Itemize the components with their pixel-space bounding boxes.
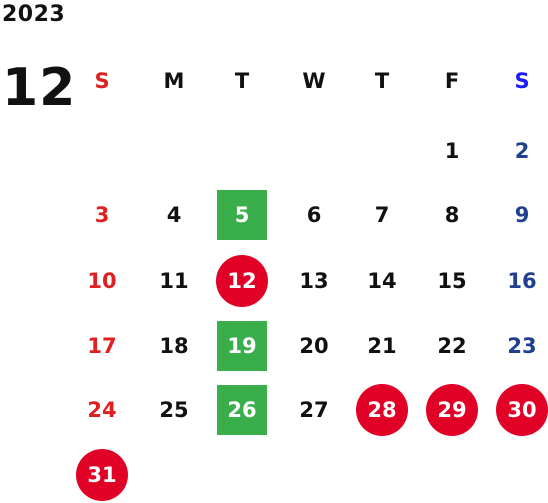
day-cell[interactable]: 6 xyxy=(286,189,342,241)
month-label: 12 xyxy=(2,58,77,118)
day-number: 2 xyxy=(514,139,530,163)
weekday-header-monday: M xyxy=(163,69,185,93)
day-number: 12 xyxy=(227,269,257,293)
day-number: 28 xyxy=(367,398,397,422)
day-cell[interactable]: 15 xyxy=(424,255,480,307)
day-cell[interactable]: 17 xyxy=(74,320,130,372)
day-number: 27 xyxy=(299,398,329,422)
day-number: 20 xyxy=(299,334,329,358)
day-cell[interactable]: 12 xyxy=(214,255,270,307)
day-number: 9 xyxy=(514,203,530,227)
day-number: 30 xyxy=(507,398,537,422)
holiday-badge: 31 xyxy=(76,449,128,501)
day-number: 4 xyxy=(166,203,182,227)
day-cell[interactable]: 20 xyxy=(286,320,342,372)
day-cell[interactable]: 27 xyxy=(286,384,342,436)
day-number: 18 xyxy=(159,334,189,358)
day-cell[interactable]: 19 xyxy=(214,320,270,372)
day-cell[interactable]: 9 xyxy=(494,189,548,241)
day-cell[interactable]: 25 xyxy=(146,384,202,436)
day-number: 19 xyxy=(227,334,257,358)
day-cell[interactable]: 7 xyxy=(354,189,410,241)
day-number: 11 xyxy=(159,269,189,293)
day-number: 16 xyxy=(507,269,537,293)
weekday-header-wednesday: W xyxy=(302,69,326,93)
day-number: 17 xyxy=(87,334,117,358)
day-number: 6 xyxy=(306,203,322,227)
day-cell[interactable]: 21 xyxy=(354,320,410,372)
day-cell[interactable]: 3 xyxy=(74,189,130,241)
day-cell[interactable]: 31 xyxy=(74,449,130,501)
weekday-header-friday: F xyxy=(444,69,460,93)
day-cell[interactable]: 1 xyxy=(424,125,480,177)
holiday-badge: 28 xyxy=(356,384,408,436)
day-number: 15 xyxy=(437,269,467,293)
day-number: 31 xyxy=(87,463,117,487)
day-cell[interactable]: 5 xyxy=(214,189,270,241)
day-number: 10 xyxy=(87,269,117,293)
day-cell[interactable]: 8 xyxy=(424,189,480,241)
day-number: 8 xyxy=(444,203,460,227)
weekday-header-tuesday: T xyxy=(234,69,250,93)
day-number: 14 xyxy=(367,269,397,293)
day-number: 29 xyxy=(437,398,467,422)
day-number: 26 xyxy=(227,398,257,422)
day-number: 24 xyxy=(87,398,117,422)
day-cell[interactable]: 11 xyxy=(146,255,202,307)
day-number: 1 xyxy=(444,139,460,163)
holiday-badge: 29 xyxy=(426,384,478,436)
day-number: 23 xyxy=(507,334,537,358)
day-cell[interactable]: 22 xyxy=(424,320,480,372)
day-cell[interactable]: 13 xyxy=(286,255,342,307)
weekday-header-sunday: S xyxy=(94,69,110,93)
day-cell[interactable]: 26 xyxy=(214,384,270,436)
day-cell[interactable]: 14 xyxy=(354,255,410,307)
day-number: 22 xyxy=(437,334,467,358)
holiday-badge: 30 xyxy=(496,384,548,436)
day-cell[interactable]: 16 xyxy=(494,255,548,307)
day-cell[interactable]: 10 xyxy=(74,255,130,307)
day-number: 13 xyxy=(299,269,329,293)
day-cell[interactable]: 29 xyxy=(424,384,480,436)
event-badge: 5 xyxy=(217,190,267,240)
holiday-badge: 12 xyxy=(216,255,268,307)
day-cell[interactable]: 30 xyxy=(494,384,548,436)
day-cell[interactable]: 4 xyxy=(146,189,202,241)
weekday-header-saturday: S xyxy=(514,69,530,93)
day-number: 7 xyxy=(374,203,390,227)
day-cell[interactable]: 23 xyxy=(494,320,548,372)
day-number: 5 xyxy=(234,203,250,227)
day-number: 3 xyxy=(94,203,110,227)
weekday-header-thursday: T xyxy=(374,69,390,93)
event-badge: 26 xyxy=(217,385,267,435)
day-cell[interactable]: 28 xyxy=(354,384,410,436)
day-cell[interactable]: 18 xyxy=(146,320,202,372)
day-cell[interactable]: 2 xyxy=(494,125,548,177)
day-number: 25 xyxy=(159,398,189,422)
event-badge: 19 xyxy=(217,321,267,371)
day-number: 21 xyxy=(367,334,397,358)
day-cell[interactable]: 24 xyxy=(74,384,130,436)
year-label: 2023 xyxy=(2,2,66,27)
